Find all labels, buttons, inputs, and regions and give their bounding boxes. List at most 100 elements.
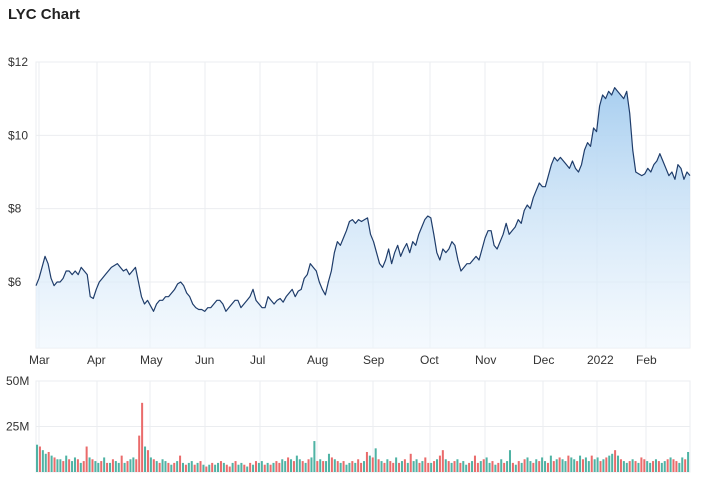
volume-bar (129, 459, 132, 472)
volume-bar (345, 464, 348, 472)
volume-bar (316, 461, 319, 472)
volume-bar (546, 462, 549, 472)
volume-bar (79, 462, 82, 472)
volume-bar (217, 462, 220, 472)
volume-bar (634, 461, 637, 472)
volume-bar (146, 450, 149, 472)
volume-bar (161, 459, 164, 472)
volume-bar (158, 462, 161, 472)
volume-bar (456, 459, 459, 472)
volume-bar (91, 459, 94, 472)
volume-bar (657, 461, 660, 472)
volume-bar (257, 462, 260, 472)
volume-bar (360, 462, 363, 472)
volume-bar (596, 457, 599, 472)
volume-bar (681, 457, 684, 472)
volume-bar (164, 461, 167, 472)
volume-bar (529, 461, 532, 472)
volume-bar (628, 461, 631, 472)
volume-y-tick-label: 25M (6, 420, 29, 434)
volume-bar (593, 459, 596, 472)
volume-bar (290, 459, 293, 472)
volume-bar (611, 453, 614, 472)
volume-bar (202, 464, 205, 472)
volume-bar (263, 464, 266, 472)
x-tick-label: May (140, 353, 163, 367)
volume-bar (441, 450, 444, 472)
volume-bar (56, 459, 59, 472)
volume-bar (365, 451, 368, 472)
volume-bar (672, 459, 675, 472)
volume-bar (295, 455, 298, 472)
volume-bar (640, 457, 643, 472)
volume-bar (117, 462, 120, 472)
volume-bar (214, 464, 217, 472)
volume-bar (435, 459, 439, 472)
volume-bar (605, 457, 608, 472)
volume-bar (196, 462, 199, 472)
volume-bar (88, 457, 91, 472)
volume-bar (532, 462, 535, 472)
volume-bar (631, 459, 634, 472)
volume-bar (234, 461, 237, 472)
volume-bar (508, 450, 511, 472)
volume-bar (374, 448, 377, 472)
volume-bar (552, 461, 555, 472)
volume-bar (38, 446, 41, 472)
volume-bar (523, 459, 526, 472)
volume-bar (310, 457, 313, 472)
volume-bar (36, 444, 39, 472)
volume-bar (491, 461, 494, 472)
volume-bar (561, 459, 564, 472)
x-tick-label: Nov (475, 353, 496, 367)
volume-bar (246, 466, 249, 472)
volume-bar (482, 459, 485, 472)
volume-bar (687, 451, 690, 472)
y-tick-label: $12 (8, 55, 28, 69)
volume-bar (108, 462, 112, 472)
volume-bar (684, 459, 687, 472)
volume-bar (500, 459, 503, 472)
volume-bar (325, 461, 328, 472)
volume-bar (383, 462, 386, 472)
volume-bar (71, 461, 74, 472)
volume-bar (476, 462, 479, 472)
y-tick-label: $6 (8, 275, 22, 289)
volume-bar (403, 459, 406, 472)
volume-bar (506, 461, 509, 472)
volume-bar (622, 461, 625, 472)
x-tick-label: 2022 (587, 353, 614, 367)
volume-bar (114, 461, 117, 472)
volume-bar (298, 459, 301, 472)
volume-bar (181, 462, 184, 472)
volume-bar (368, 455, 371, 472)
volume-bar (149, 457, 152, 472)
volume-bar (135, 459, 138, 472)
volume-bar (304, 462, 307, 472)
volume-bar (152, 459, 155, 472)
volume-bar (468, 462, 471, 472)
volume-bar (41, 450, 44, 472)
volume-bar (549, 455, 552, 472)
volume-bar (219, 461, 222, 472)
price-area-fill (36, 87, 690, 349)
volume-bar (660, 462, 663, 472)
volume-bar (170, 464, 173, 472)
volume-bar (155, 461, 158, 472)
volume-bar (619, 459, 622, 472)
volume-bar (678, 462, 681, 472)
volume-bar (269, 464, 272, 472)
volume-bar (643, 459, 646, 472)
volume-bar (371, 457, 374, 472)
volume-bar (444, 459, 447, 472)
volume-bar (319, 459, 322, 472)
volume-bar (459, 462, 462, 472)
volume-bar (406, 462, 409, 472)
volume-bar (327, 453, 330, 472)
volume-bar (126, 461, 129, 472)
volume-bar (526, 457, 529, 472)
volume-bar (427, 462, 430, 472)
volume-bar (68, 459, 71, 472)
volume-bar (412, 461, 415, 472)
